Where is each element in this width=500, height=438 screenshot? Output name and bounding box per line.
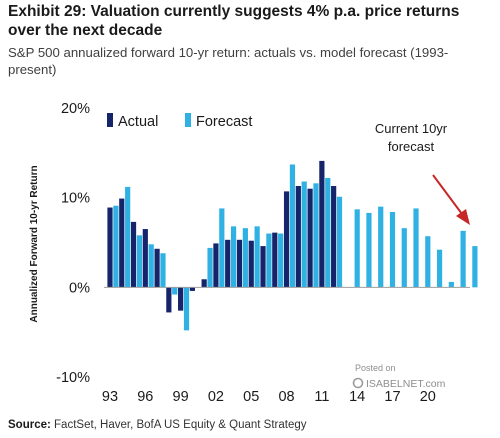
bar-actual-14 — [272, 232, 278, 288]
x-tick-label: 11 — [314, 389, 329, 405]
bar-forecast-8 — [219, 208, 225, 288]
x-tick-label: 96 — [137, 389, 153, 405]
bar-forecast-29 — [472, 246, 478, 288]
bar-forecast-13 — [278, 233, 284, 288]
bar-forecast-3 — [148, 244, 154, 288]
bar-actual-8 — [201, 279, 207, 288]
y-tick-labels: -10% 0% 10% 20% — [56, 101, 90, 386]
legend-swatch-forecast — [185, 113, 191, 127]
watermark-posted-on: Posted on — [355, 363, 396, 373]
bar-forecast-2 — [136, 235, 143, 288]
bar-actual-0 — [107, 207, 113, 288]
legend-label-actual: Actual — [118, 114, 158, 130]
bar-forecast-10 — [242, 228, 248, 288]
x-tick-label: 99 — [173, 389, 189, 405]
bar-forecast-23 — [401, 228, 407, 288]
source-label: Source: — [8, 419, 51, 431]
watermark-brand: ISABELNET.com — [366, 378, 446, 390]
bar-forecast-20 — [366, 212, 372, 288]
x-tick-label: 93 — [102, 389, 118, 405]
annotation-line-1: Current 10yr — [375, 121, 448, 136]
bar-forecast-4 — [160, 253, 166, 288]
bar-forecast-12 — [266, 233, 272, 288]
bar-actual-7 — [189, 287, 195, 291]
arrow-head — [456, 209, 470, 225]
bar-forecast-25 — [425, 236, 431, 288]
bar-forecast-1 — [125, 186, 131, 288]
bar-forecast-5 — [172, 287, 178, 295]
bar-actual-4 — [154, 248, 160, 288]
bar-actual-17 — [307, 188, 313, 288]
annotation-arrow — [432, 174, 470, 225]
bar-actual-19 — [331, 186, 337, 288]
legend-swatch-actual — [107, 113, 113, 127]
bar-group — [107, 160, 478, 331]
bar-actual-3 — [142, 229, 148, 288]
current-forecast-annotation: Current 10yr forecast — [375, 121, 448, 154]
source-note: Source: FactSet, Haver, BofA US Equity &… — [8, 419, 488, 431]
bar-actual-10 — [225, 239, 231, 288]
x-tick-label: 17 — [384, 389, 400, 405]
watermark: Posted on ISABELNET.com — [352, 363, 446, 390]
legend-label-forecast: Forecast — [196, 114, 252, 130]
y-tick-label: 10% — [61, 191, 90, 207]
bar-forecast-11 — [254, 226, 260, 288]
bar-forecast-21 — [378, 206, 384, 288]
bar-forecast-6 — [183, 287, 190, 331]
bar-forecast-9 — [230, 226, 237, 288]
bar-actual-18 — [319, 160, 325, 288]
bar-actual-13 — [260, 246, 266, 288]
bar-actual-5 — [166, 287, 172, 313]
x-tick-label: 08 — [278, 389, 294, 405]
watermark-logo-icon — [352, 377, 364, 389]
bar-forecast-24 — [413, 208, 419, 288]
bar-forecast-28 — [460, 230, 466, 288]
bar-actual-1 — [119, 198, 125, 288]
annotation-line-2: forecast — [388, 139, 435, 154]
bar-forecast-16 — [313, 183, 319, 288]
bar-forecast-18 — [336, 196, 343, 288]
bar-forecast-7 — [207, 247, 213, 288]
bar-forecast-17 — [325, 177, 331, 288]
chart-subtitle: S&P 500 annualized forward 10-yr return:… — [8, 45, 449, 77]
bar-actual-2 — [130, 221, 137, 288]
y-tick-label: 0% — [69, 280, 90, 296]
y-axis-label: Annualized Forward 10-yr Return — [29, 165, 40, 322]
bar-forecast-22 — [389, 212, 396, 288]
legend: Actual Forecast — [107, 113, 252, 130]
bar-actual-12 — [248, 240, 254, 288]
arrow-shaft — [432, 174, 463, 215]
y-tick-label: 20% — [61, 101, 90, 117]
bar-forecast-19 — [354, 209, 360, 288]
bar-actual-9 — [213, 243, 219, 288]
bar-actual-15 — [283, 191, 290, 288]
bar-forecast-27 — [448, 281, 454, 288]
x-tick-label: 05 — [243, 389, 259, 405]
bar-forecast-0 — [113, 205, 119, 288]
bar-forecast-15 — [301, 181, 307, 288]
bar-actual-16 — [295, 186, 301, 288]
x-tick-label: 20 — [420, 389, 436, 405]
source-text: FactSet, Haver, BofA US Equity & Quant S… — [54, 419, 307, 431]
x-tick-label: 14 — [349, 389, 365, 405]
chart-title: Exhibit 29: Valuation currently suggests… — [8, 3, 460, 39]
bar-actual-11 — [236, 239, 243, 288]
x-tick-label: 02 — [208, 389, 224, 405]
bar-forecast-26 — [436, 249, 443, 288]
y-tick-label: -10% — [56, 370, 90, 386]
bar-forecast-14 — [289, 164, 296, 288]
bar-actual-6 — [178, 287, 184, 311]
x-tick-labels: 93 96 99 02 05 08 11 14 17 20 — [102, 389, 436, 405]
